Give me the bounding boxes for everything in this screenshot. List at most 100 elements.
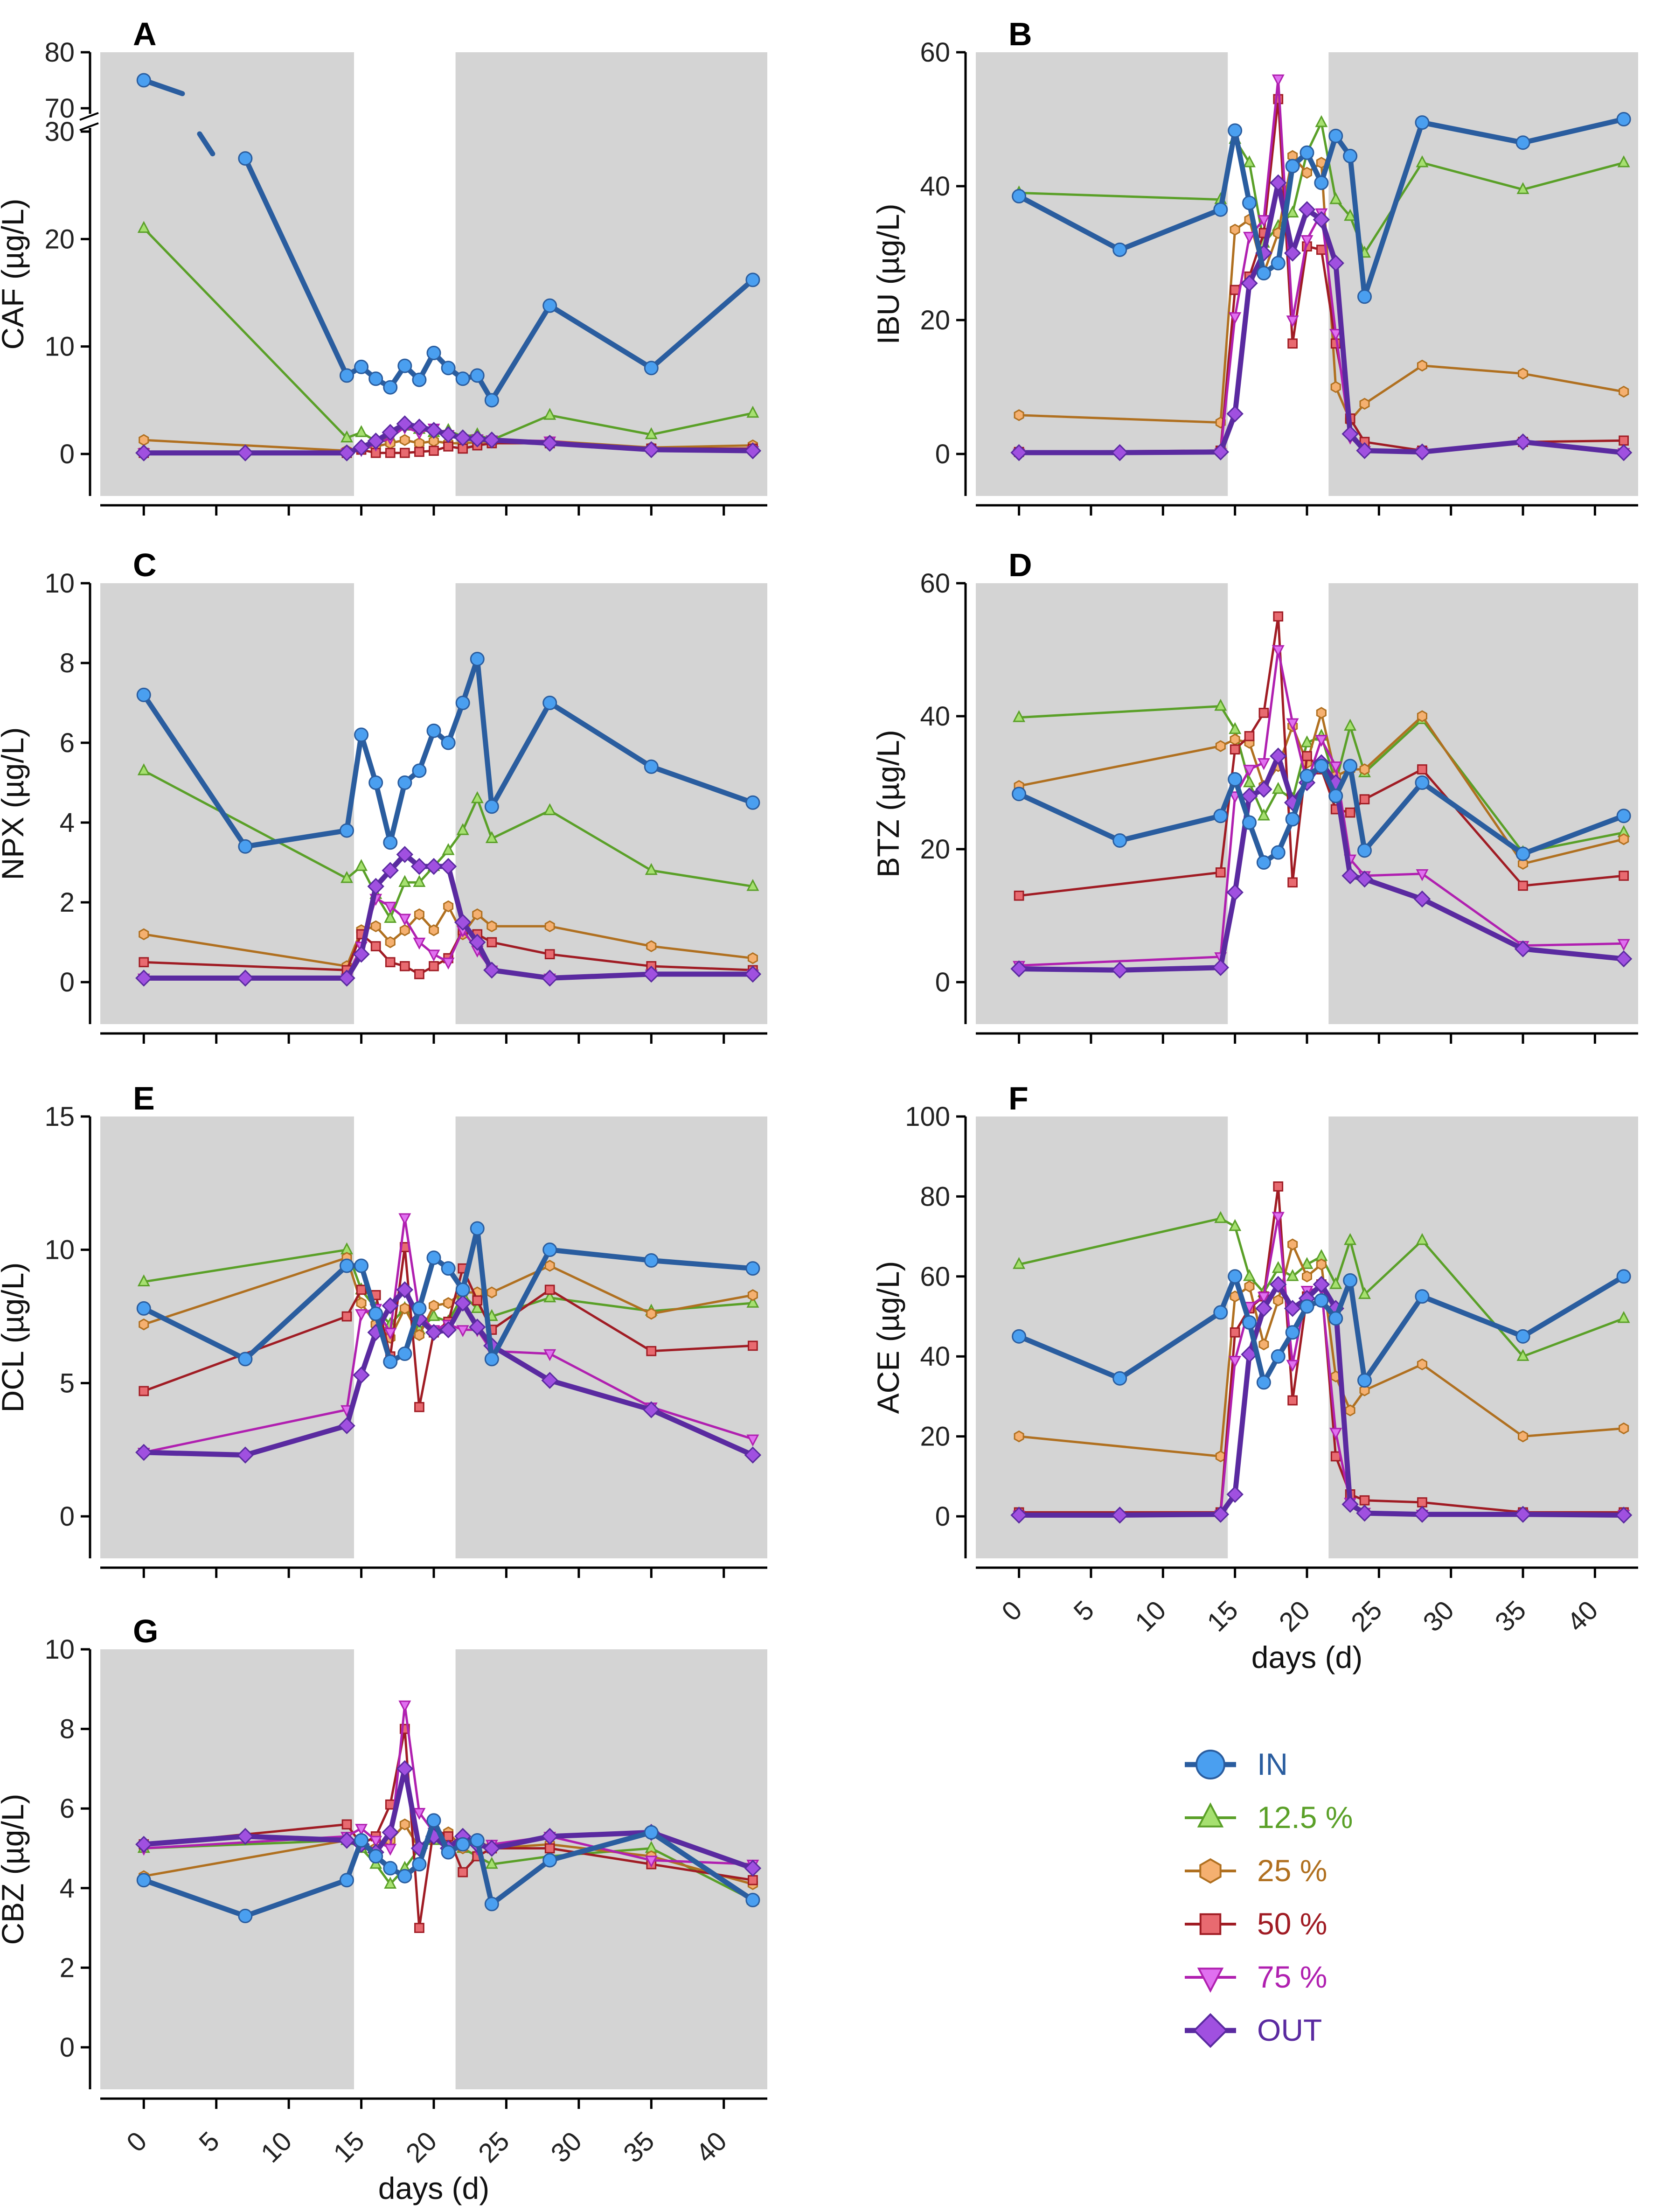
data-point <box>1341 1496 1359 1513</box>
data-point <box>1357 843 1372 858</box>
data-point <box>368 1849 383 1864</box>
data-point <box>1256 266 1271 281</box>
data-point <box>398 1213 411 1226</box>
data-point <box>1329 1428 1342 1440</box>
data-point <box>1256 855 1271 870</box>
series-line <box>1019 180 1624 455</box>
data-point <box>1359 794 1370 804</box>
y-tick-label: 15 <box>44 1102 75 1132</box>
data-point <box>1244 731 1255 741</box>
data-point <box>1244 1280 1255 1292</box>
series-50 <box>1014 611 1629 901</box>
data-point <box>544 1284 555 1295</box>
panel-letter: G <box>133 1613 158 1649</box>
data-point <box>1617 1311 1630 1323</box>
data-point <box>1328 128 1343 143</box>
panel-C: 0 2 4 6 8 10 NPX (µg/L) C <box>0 547 767 1044</box>
data-point <box>399 1302 410 1315</box>
data-point <box>238 839 253 854</box>
y-tick-label: 60 <box>920 1262 950 1292</box>
data-point <box>1313 211 1330 228</box>
data-point <box>1515 135 1530 150</box>
data-point <box>1273 1294 1284 1306</box>
data-point <box>338 1832 355 1849</box>
data-point <box>339 823 354 838</box>
data-point <box>485 1856 498 1869</box>
legend-entry-75: 75 % <box>1185 1960 1327 1994</box>
legend-entry-in: IN <box>1185 1747 1288 1781</box>
legend-marker <box>1193 2013 1228 2048</box>
data-point <box>1615 444 1633 461</box>
y-tick-label: 5 <box>60 1368 75 1398</box>
data-point <box>429 961 439 971</box>
data-point <box>384 901 397 914</box>
data-point <box>396 1281 414 1298</box>
data-point <box>1619 833 1629 845</box>
data-point <box>470 368 485 383</box>
panel-D: 0 20 40 60 BTZ (µg/L) D <box>871 547 1638 1044</box>
panel-letter: D <box>1008 547 1032 583</box>
shaded-region <box>455 1649 767 2089</box>
data-point <box>1343 148 1358 163</box>
data-point <box>1616 112 1631 126</box>
data-point <box>471 791 484 803</box>
data-point <box>1273 611 1284 622</box>
data-point <box>396 415 414 433</box>
data-point <box>746 1434 759 1447</box>
data-point <box>1243 1269 1256 1281</box>
data-point <box>1229 1219 1242 1231</box>
data-point <box>426 1250 441 1265</box>
data-point <box>1257 1291 1270 1304</box>
data-point <box>426 345 441 360</box>
data-point <box>1012 1329 1027 1344</box>
data-point <box>410 858 428 875</box>
y-tick-label: 70 <box>44 93 75 124</box>
data-point <box>1242 1315 1257 1330</box>
data-point <box>356 1284 367 1295</box>
data-point <box>341 1819 352 1830</box>
series-in <box>136 73 760 408</box>
data-point <box>137 1274 150 1286</box>
data-point <box>646 940 657 952</box>
data-point <box>748 1875 758 1885</box>
data-point <box>483 1840 500 1857</box>
series-line <box>1018 117 1625 300</box>
series-out <box>135 1281 762 1464</box>
data-point <box>442 843 455 855</box>
data-point <box>541 1372 558 1389</box>
data-point <box>1284 1300 1301 1317</box>
shaded-region <box>100 583 354 1024</box>
data-point <box>413 937 426 950</box>
axis-break-mark <box>79 122 99 131</box>
data-point <box>441 361 456 376</box>
data-point <box>486 1286 497 1298</box>
data-point <box>541 970 558 987</box>
shaded-region <box>976 52 1228 496</box>
data-point <box>1316 707 1327 719</box>
data-point <box>443 1297 454 1309</box>
data-point <box>413 1808 426 1820</box>
legend-marker <box>1199 1913 1222 1935</box>
series-line <box>1019 1282 1624 1518</box>
data-point <box>1518 858 1529 870</box>
data-point <box>396 846 414 863</box>
data-point <box>1214 1211 1227 1223</box>
data-point <box>414 908 424 921</box>
data-point <box>1313 1276 1330 1293</box>
shaded-region <box>1328 52 1638 496</box>
data-point <box>136 1301 151 1316</box>
data-point <box>414 1329 424 1341</box>
data-point <box>1615 1507 1633 1524</box>
data-point <box>1272 1261 1285 1273</box>
data-point <box>1243 765 1256 777</box>
data-point <box>541 1828 558 1845</box>
data-point <box>1518 880 1528 891</box>
panel-F: 0 20 40 60 80 100 ACE (µg/L) F 0 5 10 15 20 25 30 35 40 d… <box>871 1080 1638 1675</box>
legend-marker <box>1195 1750 1225 1779</box>
data-point <box>1300 768 1314 783</box>
data-point <box>439 1321 457 1339</box>
data-point <box>1302 1270 1312 1283</box>
data-point <box>1013 1257 1026 1269</box>
data-point <box>1359 1384 1370 1396</box>
